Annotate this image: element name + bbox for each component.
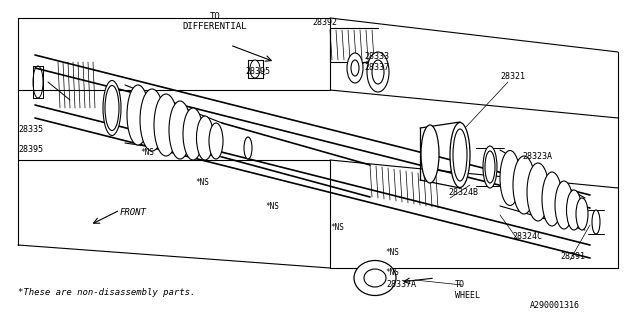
Ellipse shape: [244, 137, 252, 159]
Ellipse shape: [183, 108, 203, 160]
Ellipse shape: [542, 172, 562, 226]
Text: 28335: 28335: [18, 125, 43, 134]
Ellipse shape: [354, 260, 396, 295]
Ellipse shape: [196, 116, 214, 160]
Text: TO: TO: [210, 12, 220, 21]
Text: A290001316: A290001316: [530, 301, 580, 310]
Text: TO: TO: [455, 280, 465, 289]
Ellipse shape: [566, 190, 582, 230]
Text: 28391: 28391: [560, 252, 585, 261]
Text: 28323A: 28323A: [522, 152, 552, 161]
Ellipse shape: [592, 210, 600, 234]
Text: *NS: *NS: [330, 223, 344, 232]
Ellipse shape: [555, 181, 573, 229]
Text: 28337: 28337: [364, 63, 389, 72]
Text: 28392: 28392: [312, 18, 337, 27]
Text: *NS: *NS: [265, 202, 279, 211]
Ellipse shape: [250, 60, 260, 78]
Text: DIFFERENTIAL: DIFFERENTIAL: [183, 22, 247, 31]
Text: *NS: *NS: [385, 248, 399, 257]
Ellipse shape: [576, 198, 588, 230]
Text: 28321: 28321: [500, 72, 525, 81]
Text: *NS: *NS: [385, 268, 399, 277]
Ellipse shape: [421, 125, 439, 183]
Ellipse shape: [127, 85, 149, 145]
Text: WHEEL: WHEEL: [455, 291, 480, 300]
Text: 28324C: 28324C: [512, 232, 542, 241]
Ellipse shape: [500, 150, 520, 205]
Ellipse shape: [103, 81, 121, 135]
Ellipse shape: [169, 101, 191, 159]
Ellipse shape: [513, 156, 535, 214]
Text: 28337A: 28337A: [386, 280, 416, 289]
Ellipse shape: [527, 163, 549, 221]
Text: 28395: 28395: [245, 68, 270, 76]
Text: 28324B: 28324B: [448, 188, 478, 197]
Ellipse shape: [450, 123, 470, 188]
Text: 28333: 28333: [364, 52, 389, 61]
Text: 28395: 28395: [18, 145, 43, 154]
Text: *NS: *NS: [140, 148, 154, 157]
Text: *NS: *NS: [195, 178, 209, 187]
Ellipse shape: [483, 146, 497, 188]
Ellipse shape: [154, 94, 178, 156]
Ellipse shape: [209, 123, 223, 159]
Ellipse shape: [367, 52, 389, 92]
Text: FRONT: FRONT: [120, 208, 147, 217]
Ellipse shape: [140, 89, 164, 151]
Text: *These are non-disassembly parts.: *These are non-disassembly parts.: [18, 288, 195, 297]
Ellipse shape: [347, 53, 363, 83]
